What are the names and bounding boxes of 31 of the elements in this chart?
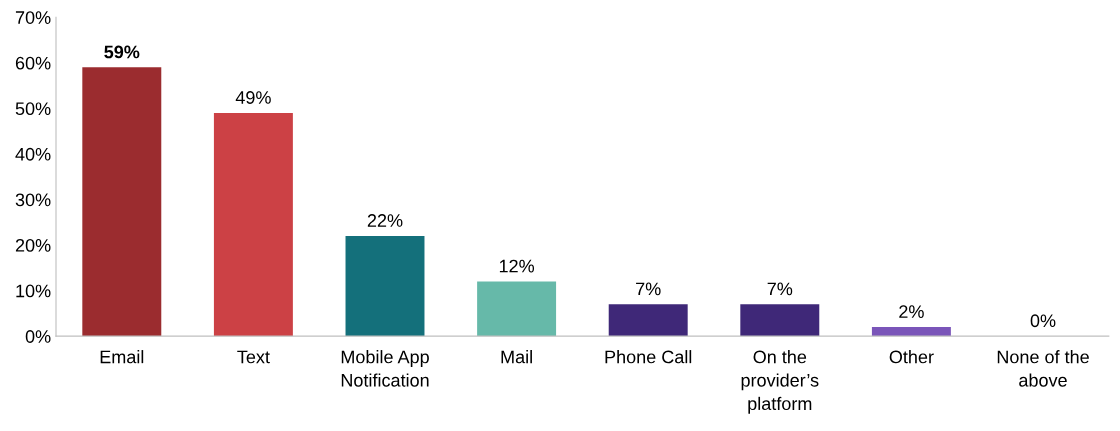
y-tick-label: 40% [15,147,51,161]
y-tick-label: 20% [15,238,51,252]
y-tick-label: 70% [15,11,51,24]
data-label: 49% [235,91,271,104]
bar [213,112,293,337]
bar [608,304,688,337]
x-tick-label: Mail [501,350,532,364]
x-tick-label: On the provider’s platform [741,350,819,414]
y-tick-label: 0% [25,330,51,343]
data-label: 22% [367,214,403,227]
bar [477,281,557,337]
x-tick-label: Other [889,350,934,364]
data-label: 2% [899,305,924,318]
data-label: 59% [104,45,140,59]
y-tick-label: 30% [15,193,51,207]
y-tick-label: 10% [16,284,51,298]
bar [740,304,820,337]
y-tick-label: 60% [15,56,51,70]
x-tick-label: Mobile App Notification [341,350,429,387]
y-tick-label: 50% [15,102,51,116]
data-label: 7% [767,282,793,296]
data-label: 7% [636,282,661,296]
bar [871,327,951,337]
bar [345,235,425,337]
data-label: 12% [499,259,535,273]
x-tick-label: Email [100,350,144,364]
x-tick-label: None of the above [997,350,1089,387]
bar [82,67,162,337]
data-label: 0% [1030,314,1056,328]
x-tick-label: Phone Call [605,350,692,364]
x-tick-label: Text [237,350,270,364]
